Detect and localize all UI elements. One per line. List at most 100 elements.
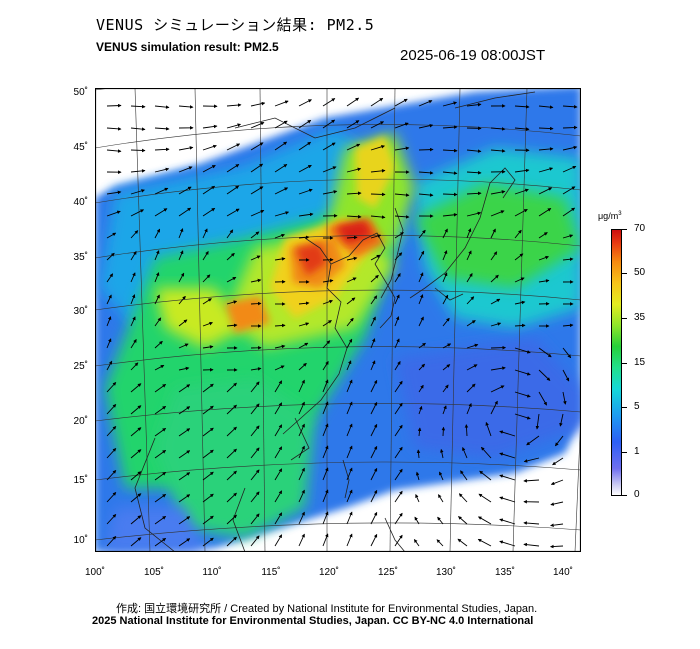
wind-arrow: [418, 229, 426, 239]
wind-arrow: [202, 449, 214, 459]
wind-arrow: [440, 448, 444, 459]
wind-arrow: [457, 538, 468, 547]
wind-arrow: [441, 426, 446, 437]
wind-arrow: [490, 366, 506, 371]
lat-label-25: 25˚: [73, 361, 88, 372]
wind-arrow: [274, 468, 283, 481]
wind-arrow: [499, 430, 516, 437]
wind-arrow: [394, 402, 403, 415]
wind-arrow: [418, 384, 424, 393]
wind-arrow: [523, 542, 540, 547]
wind-arrow: [418, 405, 423, 415]
wind-arrow: [250, 255, 261, 261]
wind-arrow: [322, 401, 329, 415]
wind-arrow: [562, 104, 578, 109]
colorbar-label-5: 5: [634, 401, 640, 412]
wind-arrow: [130, 383, 142, 393]
wind-arrow: [274, 512, 283, 525]
wind-arrow: [418, 250, 425, 261]
wind-arrow: [322, 340, 331, 349]
wind-arrow: [274, 402, 283, 415]
wind-arrow: [466, 402, 472, 415]
wind-arrow: [346, 423, 353, 437]
wind-arrow: [370, 423, 378, 437]
wind-arrow: [298, 322, 310, 327]
wind-arrow: [415, 494, 420, 503]
wind-arrow: [202, 185, 216, 195]
wind-arrow: [394, 338, 400, 349]
wind-arrow: [418, 294, 424, 305]
wind-arrow: [130, 405, 142, 415]
wind-arrow: [226, 323, 238, 328]
wind-arrow: [394, 272, 401, 283]
wind-arrow: [154, 364, 165, 371]
wind-arrow: [130, 230, 139, 239]
wind-vectors: [106, 97, 578, 549]
wind-arrow: [370, 360, 376, 371]
wind-arrow: [298, 362, 307, 371]
wind-arrow: [202, 144, 217, 151]
wind-arrow: [414, 516, 420, 525]
wind-arrow: [130, 338, 137, 349]
wind-arrow: [559, 413, 564, 427]
wind-arrow: [439, 471, 444, 481]
wind-arrow: [514, 104, 530, 109]
wind-arrow: [106, 210, 121, 217]
wind-arrow: [490, 190, 506, 195]
wind-arrow: [466, 102, 482, 107]
colorbar-tick: [622, 273, 627, 274]
wind-arrow: [322, 320, 332, 327]
wind-arrow: [466, 149, 482, 153]
wind-arrow: [442, 317, 450, 327]
wind-arrow: [346, 401, 353, 415]
lon-label-100: 100˚: [84, 567, 105, 578]
wind-arrow: [466, 191, 482, 196]
wind-arrow: [499, 540, 516, 547]
wind-arrow: [538, 187, 553, 195]
wind-arrow: [490, 210, 505, 217]
wind-arrow: [250, 425, 260, 437]
wind-arrow: [346, 235, 358, 240]
wind-arrow: [514, 323, 526, 328]
wind-arrow: [106, 360, 113, 371]
wind-arrow: [130, 515, 142, 525]
wind-arrow: [154, 538, 167, 547]
wind-arrow: [370, 274, 379, 283]
wind-arrow: [154, 317, 162, 327]
wind-arrow: [514, 209, 528, 217]
wind-arrow: [370, 215, 386, 219]
wind-arrow: [394, 146, 410, 151]
wind-arrow: [538, 391, 547, 406]
wind-arrow: [413, 539, 420, 547]
wind-arrow: [154, 340, 163, 349]
wind-arrow: [370, 316, 376, 327]
wind-arrow: [562, 145, 578, 151]
wind-arrow: [514, 300, 526, 305]
wind-arrow: [226, 382, 237, 393]
wind-arrow: [130, 272, 136, 283]
lat-label-30: 30˚: [73, 306, 88, 317]
wind-arrow: [106, 149, 122, 153]
lon-label-135: 135˚: [494, 567, 515, 578]
wind-arrow: [274, 365, 285, 371]
wind-arrow: [394, 424, 403, 437]
colorbar: [611, 229, 622, 496]
wind-arrow: [154, 228, 161, 239]
wind-arrow: [394, 294, 400, 305]
wind-arrow: [418, 193, 434, 197]
wind-arrow: [370, 338, 376, 349]
copyright-line: 2025 National Institute for Environmenta…: [92, 615, 534, 627]
wind-arrow: [178, 272, 185, 283]
wind-arrow: [130, 493, 142, 503]
wind-arrow: [538, 255, 549, 261]
lat-label-20: 20˚: [73, 416, 88, 427]
wind-arrow: [154, 294, 160, 305]
wind-arrow: [226, 404, 237, 415]
wind-arrow: [442, 171, 458, 175]
wind-arrow: [514, 277, 525, 283]
wind-arrow: [394, 446, 403, 459]
wind-arrow: [322, 142, 336, 151]
wind-arrow: [202, 298, 212, 305]
wind-arrow: [322, 299, 333, 305]
wind-arrow: [298, 533, 305, 547]
